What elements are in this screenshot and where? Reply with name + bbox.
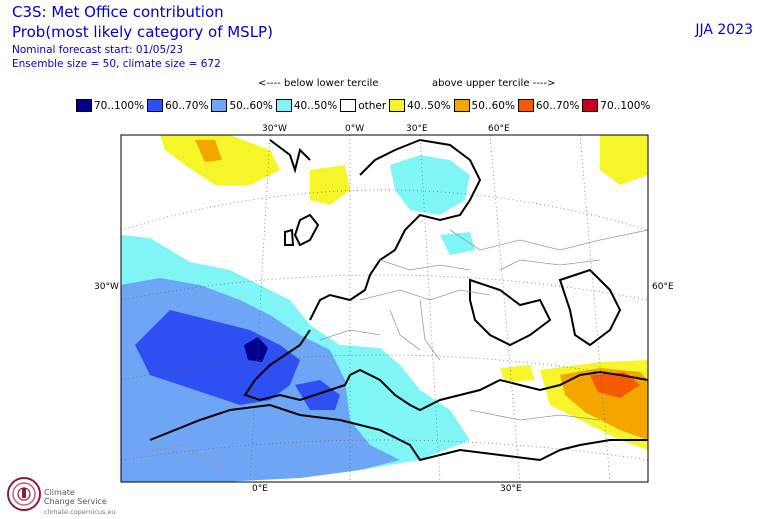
legend-label: 70..100% [94, 99, 145, 112]
legend-label: 50..60% [471, 99, 515, 112]
region-above-60-70 [590, 372, 640, 398]
legend-label: 70..100% [600, 99, 651, 112]
axis-label-right-60e: 60°E [652, 282, 674, 292]
coastline [149, 138, 648, 462]
legend-item: other [340, 99, 386, 112]
region-above-40-50-ne [600, 135, 648, 185]
legend-item: 60..70% [147, 99, 208, 112]
logo-line-1: Climate [44, 488, 75, 497]
legend-item: 70..100% [582, 99, 650, 112]
region-below-60-70 [135, 310, 300, 405]
logo-url: climate.copernicus.eu [44, 508, 116, 516]
below-tercile-note: <---- below lower tercile [258, 78, 379, 89]
ensemble-size: Ensemble size = 50, climate size = 672 [12, 58, 221, 70]
legend-swatch [275, 99, 292, 112]
legend-label: 40..50% [407, 99, 451, 112]
region-above-40-50-s [500, 365, 535, 382]
legend-item: 40..50% [389, 99, 451, 112]
axis-label-top-0w: 0°W [345, 124, 365, 134]
legend-swatch [453, 99, 470, 112]
legend-item: 50..60% [453, 99, 515, 112]
legend-label: 60..70% [165, 99, 209, 112]
legend-item: 60..70% [517, 99, 580, 112]
legend-swatch [340, 99, 357, 112]
axis-label-bottom-30e: 30°E [500, 484, 522, 494]
region-above-40-50-north [310, 165, 350, 205]
logo-line-2: Change Service [44, 497, 107, 506]
region-below-40-50-north [390, 155, 470, 215]
region-above-50-60-nw [195, 140, 222, 162]
legend-swatch [389, 99, 406, 112]
title-line-1: C3S: Met Office contribution [12, 3, 224, 21]
map-frame [120, 134, 649, 483]
legend-swatch [76, 99, 92, 112]
legend-label: 50..60% [229, 99, 273, 112]
legend-item: 70..100% [76, 99, 144, 112]
region-below-70-100 [244, 337, 268, 362]
legend-label: other [358, 99, 387, 112]
axis-label-bottom-0e: 0°E [252, 484, 268, 494]
legend: 70..100% 60..70% 50..60% 40..50% other 40..50… [76, 99, 653, 112]
axis-label-top-60e: 60°E [488, 124, 510, 134]
forecast-start: Nominal forecast start: 01/05/23 [12, 44, 184, 56]
axis-label-top-30e: 30°E [406, 124, 428, 134]
region-below-40-50-east [440, 232, 475, 255]
legend-swatch [517, 99, 534, 112]
legend-swatch [211, 99, 228, 112]
copernicus-logo-icon [7, 477, 41, 511]
legend-item: 40..50% [275, 99, 338, 112]
season-label: JJA 2023 [695, 22, 753, 38]
legend-item: 50..60% [211, 99, 273, 112]
legend-swatch [147, 99, 164, 112]
country-borders [139, 229, 648, 471]
axis-label-top-30w: 30°W [262, 124, 287, 134]
axis-label-left-30w: 30°W [94, 282, 119, 292]
above-tercile-note: above upper tercile ----> [432, 78, 556, 89]
map-fields [121, 135, 648, 482]
legend-label: 40..50% [293, 99, 338, 112]
legend-label: 60..70% [535, 99, 580, 112]
legend-swatch [582, 99, 599, 112]
title-line-2: Prob(most likely category of MSLP) [12, 23, 273, 41]
